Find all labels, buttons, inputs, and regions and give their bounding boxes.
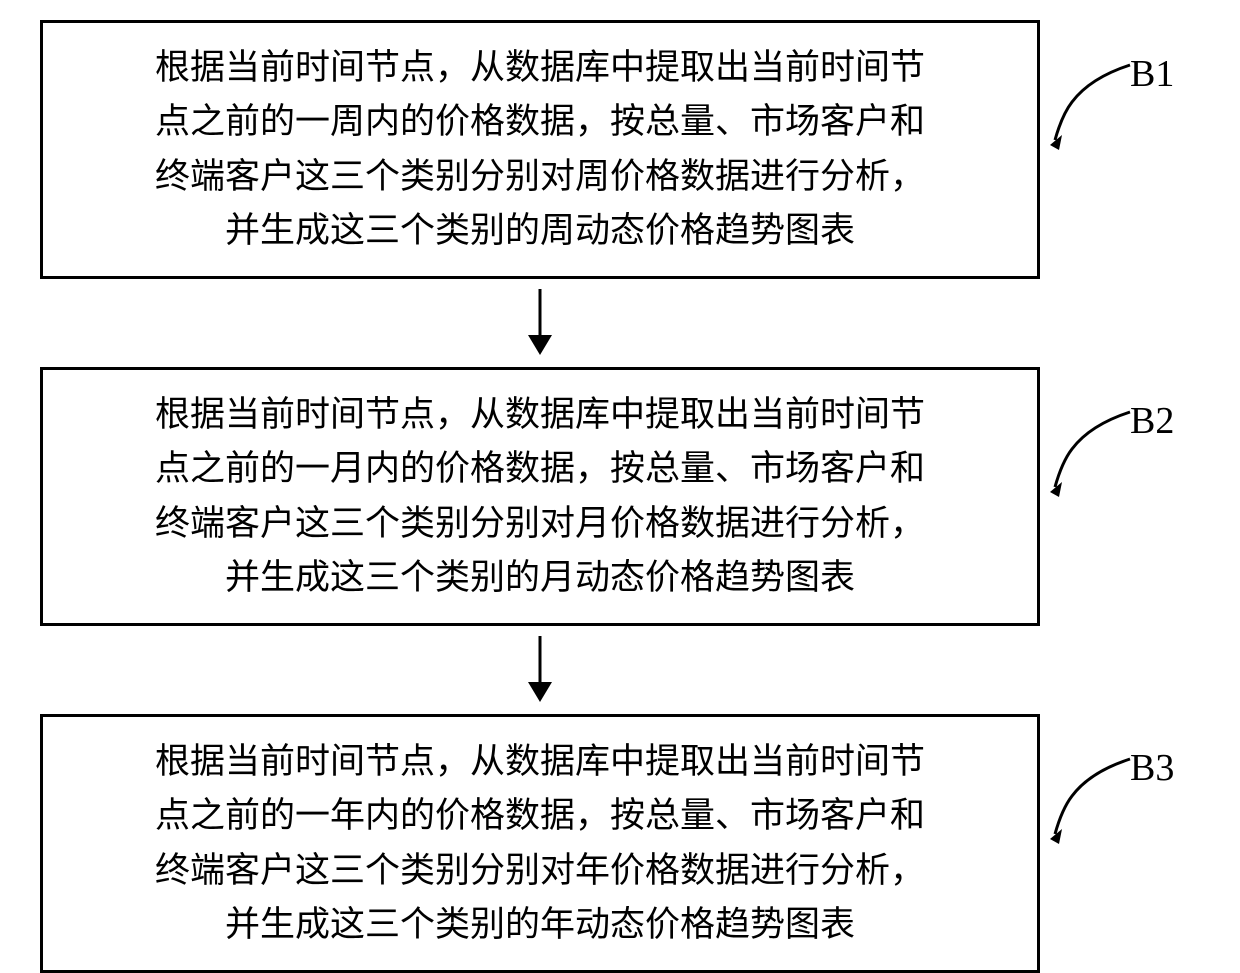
node-text-line: 终端客户这三个类别分别对年价格数据进行分析， (73, 844, 1007, 898)
node-text-line: 并生成这三个类别的周动态价格趋势图表 (73, 204, 1007, 258)
node-text-line: 终端客户这三个类别分别对周价格数据进行分析， (73, 150, 1007, 204)
node-text-line: 根据当前时间节点，从数据库中提取出当前时间节 (73, 41, 1007, 95)
arrow-down-icon (520, 636, 560, 704)
node-label-area: B2 (1040, 387, 1200, 607)
node-box: 根据当前时间节点，从数据库中提取出当前时间节 点之前的一年内的价格数据，按总量、… (40, 714, 1040, 973)
label-connector-curve (1050, 60, 1140, 150)
node-text-line: 根据当前时间节点，从数据库中提取出当前时间节 (73, 388, 1007, 442)
node-box: 根据当前时间节点，从数据库中提取出当前时间节 点之前的一月内的价格数据，按总量、… (40, 367, 1040, 626)
node-text-line: 终端客户这三个类别分别对月价格数据进行分析， (73, 497, 1007, 551)
arrow-down-icon (520, 289, 560, 357)
node-text-line: 点之前的一年内的价格数据，按总量、市场客户和 (73, 789, 1007, 843)
flowchart-arrow (40, 626, 1040, 714)
flowchart-container: 根据当前时间节点，从数据库中提取出当前时间节 点之前的一周内的价格数据，按总量、… (40, 20, 1200, 973)
flowchart-node-b1: 根据当前时间节点，从数据库中提取出当前时间节 点之前的一周内的价格数据，按总量、… (40, 20, 1200, 279)
node-label: B1 (1130, 52, 1174, 96)
flowchart-node-b2: 根据当前时间节点，从数据库中提取出当前时间节 点之前的一月内的价格数据，按总量、… (40, 367, 1200, 626)
node-label: B2 (1130, 399, 1174, 443)
label-connector-curve (1050, 407, 1140, 497)
node-text-line: 点之前的一月内的价格数据，按总量、市场客户和 (73, 442, 1007, 496)
node-label-area: B3 (1040, 734, 1200, 954)
label-connector-curve (1050, 754, 1140, 844)
flowchart-arrow (40, 279, 1040, 367)
flowchart-node-b3: 根据当前时间节点，从数据库中提取出当前时间节 点之前的一年内的价格数据，按总量、… (40, 714, 1200, 973)
node-label-area: B1 (1040, 40, 1200, 260)
node-label: B3 (1130, 746, 1174, 790)
node-text-line: 根据当前时间节点，从数据库中提取出当前时间节 (73, 735, 1007, 789)
node-box: 根据当前时间节点，从数据库中提取出当前时间节 点之前的一周内的价格数据，按总量、… (40, 20, 1040, 279)
node-text-line: 并生成这三个类别的年动态价格趋势图表 (73, 898, 1007, 952)
node-text-line: 点之前的一周内的价格数据，按总量、市场客户和 (73, 95, 1007, 149)
node-text-line: 并生成这三个类别的月动态价格趋势图表 (73, 551, 1007, 605)
